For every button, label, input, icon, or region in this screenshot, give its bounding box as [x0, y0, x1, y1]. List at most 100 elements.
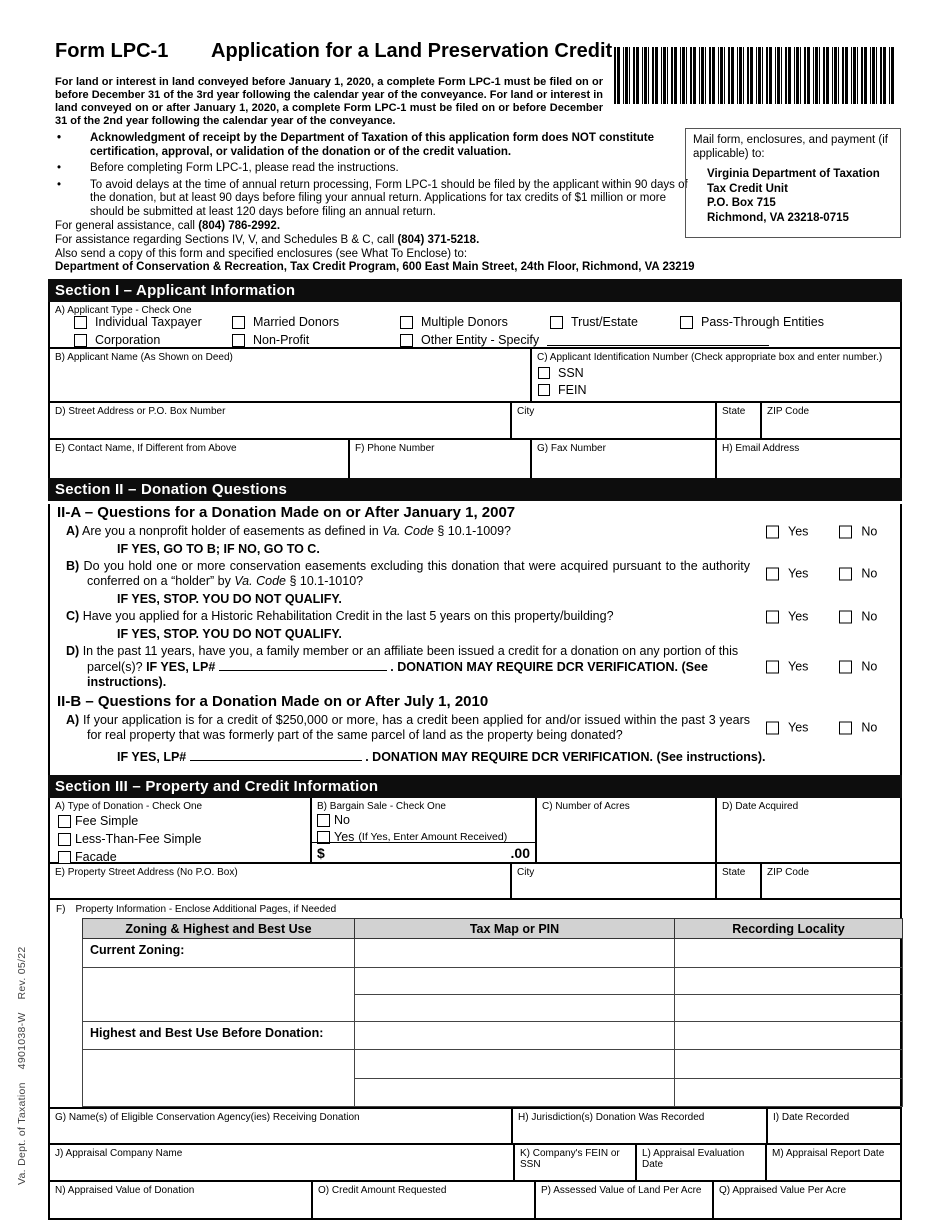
option-trust-estate: Trust/Estate — [550, 315, 638, 329]
tax-map-cell-4[interactable] — [354, 1021, 675, 1050]
recording-locality-cell-6[interactable] — [674, 1078, 903, 1107]
applicant-name-field[interactable]: B) Applicant Name (As Shown on Deed) — [50, 349, 532, 401]
contact-name-field[interactable]: E) Contact Name, If Different from Above — [50, 440, 350, 478]
number-of-acres-field[interactable]: C) Number of Acres — [537, 798, 717, 862]
pass-through-checkbox[interactable] — [680, 315, 693, 329]
tax-map-cell-1[interactable] — [354, 938, 675, 968]
fax-field[interactable]: G) Fax Number — [532, 440, 717, 478]
qba-no-checkbox[interactable] — [839, 721, 853, 735]
other-entity-specify-field[interactable] — [547, 334, 770, 346]
recording-locality-cell-2[interactable] — [674, 967, 903, 995]
qd-letter: D) — [66, 644, 80, 658]
tax-map-cell-2[interactable] — [354, 967, 675, 995]
bargain-yes-checkbox[interactable] — [317, 830, 330, 844]
qa-text: Are you a nonprofit holder of easements … — [82, 524, 383, 538]
street-address-label: D) Street Address or P.O. Box Number — [55, 406, 226, 417]
fein-checkbox[interactable] — [538, 384, 550, 396]
corporation-checkbox[interactable] — [74, 333, 87, 347]
current-zoning-notes-cell[interactable] — [82, 967, 355, 1022]
qc-no-checkbox[interactable] — [839, 610, 853, 623]
city-field[interactable]: City — [512, 403, 717, 438]
qa-yes-checkbox[interactable] — [766, 525, 779, 538]
qa-no-checkbox[interactable] — [839, 525, 853, 538]
less-than-fee-checkbox[interactable] — [58, 832, 71, 846]
sections-assistance-line: For assistance regarding Sections IV, V,… — [55, 233, 902, 247]
qc-no-label: No — [861, 609, 878, 623]
recording-locality-cell-1[interactable] — [674, 938, 903, 968]
qc-yes-checkbox[interactable] — [766, 610, 779, 623]
trust-estate-checkbox[interactable] — [550, 315, 563, 329]
state-field[interactable]: State — [717, 403, 762, 438]
fein-label: FEIN — [558, 383, 587, 397]
ssn-checkbox[interactable] — [538, 367, 550, 379]
appraised-value-per-acre-field[interactable]: Q) Appraised Value Per Acre — [714, 1182, 900, 1218]
property-address-row: E) Property Street Address (No P.O. Box)… — [50, 864, 900, 900]
email-field[interactable]: H) Email Address — [717, 440, 900, 478]
appraised-value-field[interactable]: N) Appraised Value of Donation — [50, 1182, 313, 1218]
property-zip-field[interactable]: ZIP Code — [762, 864, 900, 898]
street-address-field[interactable]: D) Street Address or P.O. Box Number — [50, 403, 512, 438]
qb-yes-checkbox[interactable] — [766, 567, 779, 581]
non-profit-checkbox[interactable] — [232, 333, 245, 347]
qba-lp-label: IF YES, LP# — [117, 750, 187, 764]
qba-lp-number-field[interactable] — [189, 749, 362, 761]
tax-map-cell-3[interactable] — [354, 994, 675, 1022]
fein-option: FEIN — [538, 383, 900, 397]
appraisal-report-date-field[interactable]: M) Appraisal Report Date — [767, 1145, 900, 1180]
qb-text: Do you hold one or more conservation eas… — [83, 559, 750, 588]
option-individual-taxpayer: Individual Taxpayer — [74, 315, 202, 329]
qb-letter: B) — [66, 559, 80, 573]
date-recorded-field[interactable]: I) Date Recorded — [768, 1109, 900, 1143]
individual-taxpayer-checkbox[interactable] — [74, 315, 87, 329]
appraisal-evaluation-date-field[interactable]: L) Appraisal Evaluation Date — [637, 1145, 767, 1180]
assessed-value-per-acre-field[interactable]: P) Assessed Value of Land Per Acre — [536, 1182, 714, 1218]
address-row: D) Street Address or P.O. Box Number Cit… — [50, 403, 900, 440]
qa-yes-no: Yes No — [766, 524, 916, 539]
bargain-no-checkbox[interactable] — [317, 813, 330, 827]
jurisdiction-field[interactable]: H) Jurisdiction(s) Donation Was Recorded — [513, 1109, 768, 1143]
tax-map-cell-5[interactable] — [354, 1049, 675, 1079]
date-acquired-field[interactable]: D) Date Acquired — [717, 798, 900, 862]
multiple-donors-checkbox[interactable] — [400, 315, 413, 329]
instruction-bullets: Acknowledgment of receipt by the Departm… — [55, 132, 695, 219]
tax-map-cell-6[interactable] — [354, 1078, 675, 1107]
qb-no-checkbox[interactable] — [839, 567, 853, 581]
qa-code-italic: Va. Code — [382, 524, 434, 538]
zip-field[interactable]: ZIP Code — [762, 403, 900, 438]
bargain-amount-field[interactable]: $ .00 — [312, 842, 535, 862]
company-fein-label: K) Company's FEIN or SSN — [520, 1148, 620, 1170]
credit-amount-field[interactable]: O) Credit Amount Requested — [313, 1182, 536, 1218]
property-state-field[interactable]: State — [717, 864, 762, 898]
contact-row: E) Contact Name, If Different from Above… — [50, 440, 900, 478]
married-donors-checkbox[interactable] — [232, 315, 245, 329]
qba-lp-line: IF YES, LP# . DONATION MAY REQUIRE DCR V… — [117, 749, 900, 764]
facade-checkbox[interactable] — [58, 850, 71, 864]
qd-yes-label: Yes — [788, 659, 809, 674]
option-other-entity: Other Entity - Specify — [400, 333, 770, 347]
qd-lp-number-field[interactable] — [218, 659, 387, 671]
property-city-field[interactable]: City — [512, 864, 717, 898]
fee-simple-checkbox[interactable] — [58, 814, 71, 828]
recording-locality-cell-4[interactable] — [674, 1021, 903, 1050]
iib-heading: II-B – Questions for a Donation Made on … — [57, 693, 489, 710]
option-multiple-donors: Multiple Donors — [400, 315, 508, 329]
company-fein-field[interactable]: K) Company's FEIN or SSN — [515, 1145, 637, 1180]
highest-best-notes-cell[interactable] — [82, 1049, 355, 1107]
city-label: City — [517, 406, 535, 417]
appraisal-company-field[interactable]: J) Appraisal Company Name — [50, 1145, 515, 1180]
appraisal-row: J) Appraisal Company Name K) Company's F… — [50, 1145, 900, 1182]
mail-box-address: Virginia Department of Taxation Tax Cred… — [707, 167, 893, 225]
recording-locality-cell-5[interactable] — [674, 1049, 903, 1079]
question-iib-a: A) If your application is for a credit o… — [50, 713, 900, 743]
mail-address-line3: P.O. Box 715 — [707, 197, 776, 209]
property-street-field[interactable]: E) Property Street Address (No P.O. Box) — [50, 864, 512, 898]
qd-yes-checkbox[interactable] — [766, 660, 779, 674]
other-entity-checkbox[interactable] — [400, 333, 413, 347]
qd-no-checkbox[interactable] — [839, 660, 853, 674]
name-id-row: B) Applicant Name (As Shown on Deed) C) … — [50, 349, 900, 403]
conservation-agency-field[interactable]: G) Name(s) of Eligible Conservation Agen… — [50, 1109, 513, 1143]
zoning-table: Zoning & Highest and Best Use Tax Map or… — [82, 918, 903, 1107]
qba-yes-checkbox[interactable] — [766, 721, 779, 735]
phone-field[interactable]: F) Phone Number — [350, 440, 532, 478]
recording-locality-cell-3[interactable] — [674, 994, 903, 1022]
